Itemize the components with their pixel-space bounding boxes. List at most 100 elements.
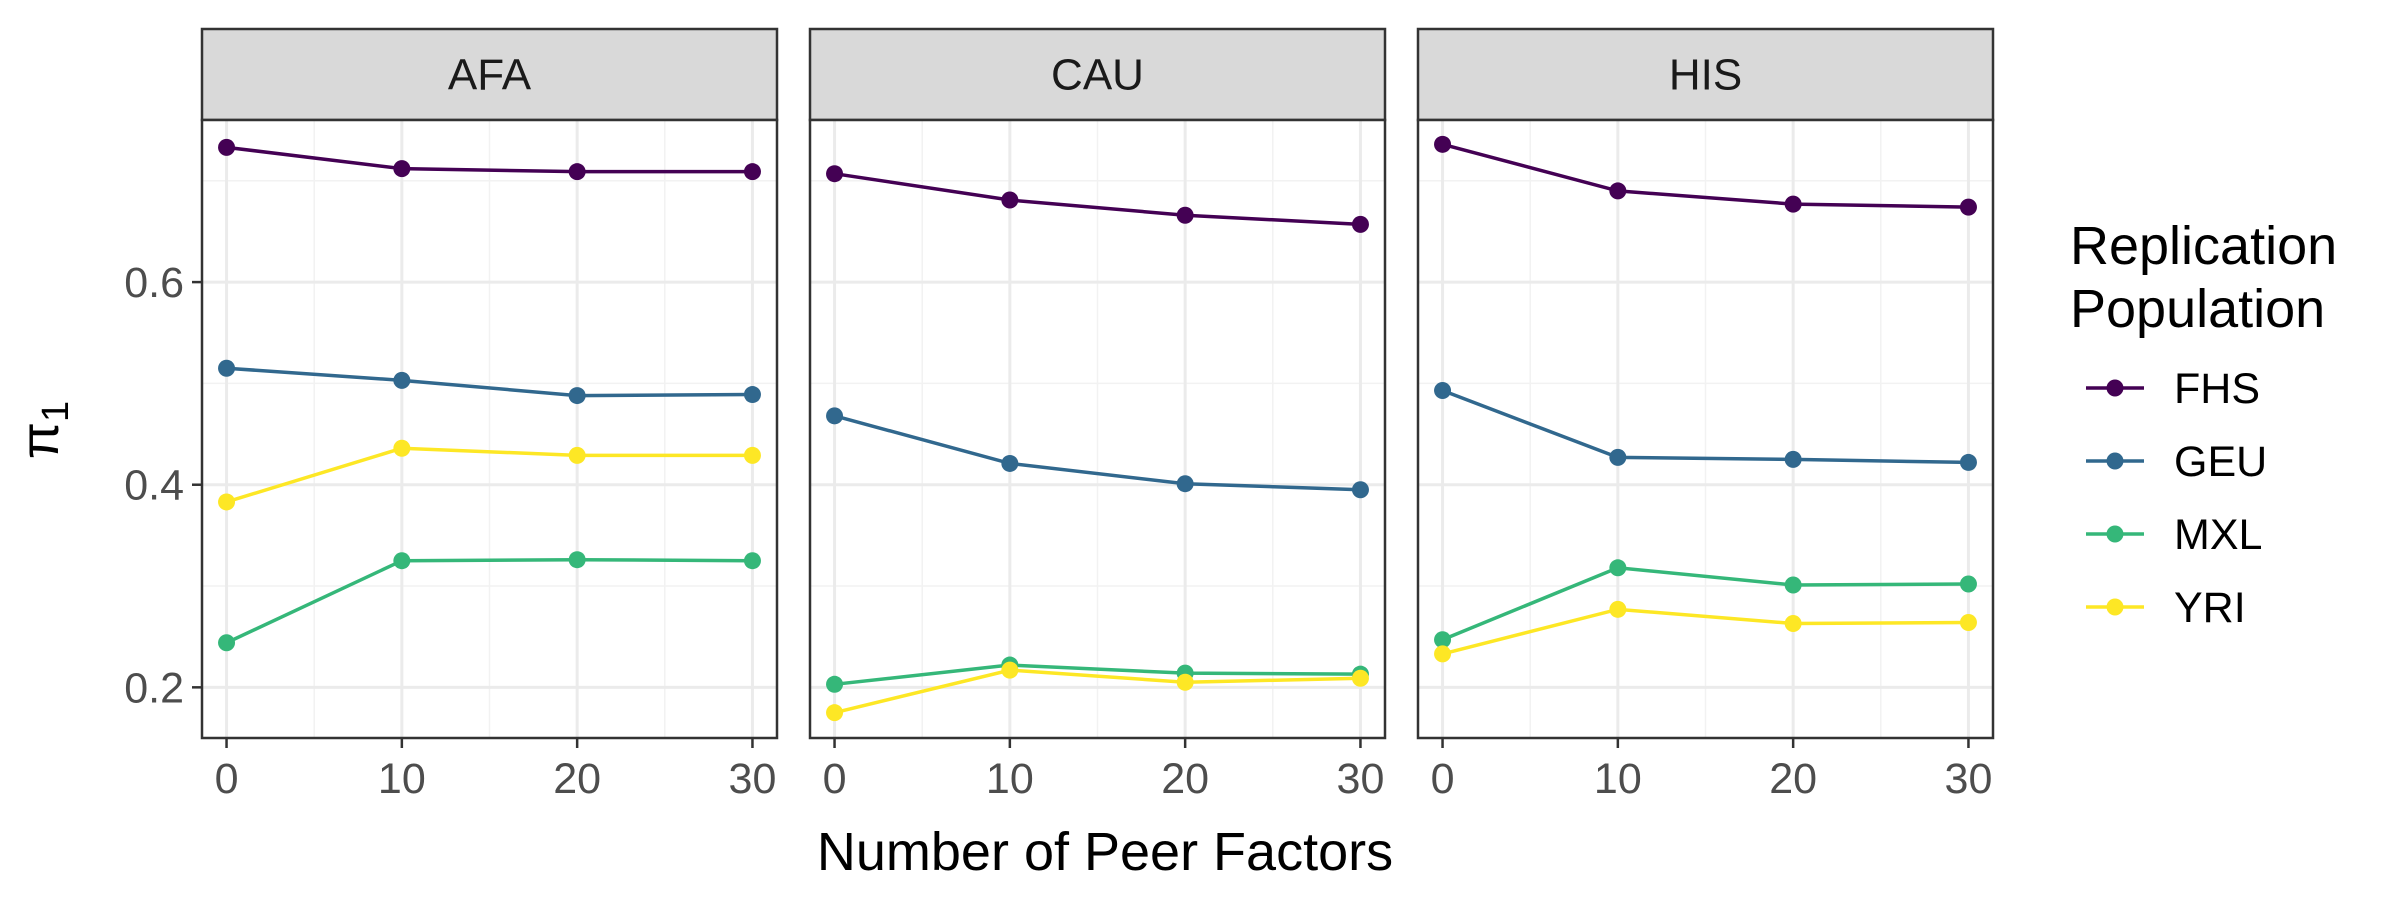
- svg-text:π1: π1: [10, 401, 77, 459]
- data-point: [393, 160, 411, 178]
- data-point: [1784, 576, 1802, 594]
- series-line: [1442, 607, 1969, 656]
- facet-label: CAU: [1051, 51, 1144, 100]
- data-point: [1609, 600, 1627, 618]
- x-tick-label: 0: [823, 755, 847, 803]
- series-line: [1442, 142, 1969, 209]
- series-fhs: [1434, 135, 1977, 216]
- data-point: [568, 446, 586, 464]
- data-point: [1434, 135, 1452, 153]
- series-line: [834, 414, 1361, 492]
- x-axis-title: Number of Peer Factors: [817, 822, 1393, 882]
- data-point: [218, 359, 236, 377]
- series-geu: [1434, 382, 1977, 471]
- x-tick-label: 0: [215, 755, 239, 803]
- legend-title-line-1: Replication: [2070, 216, 2337, 276]
- panel-his: HIS 0 10 20 30: [1416, 27, 1995, 803]
- legend-title-line-2: Population: [2070, 279, 2325, 339]
- panel-border: [808, 118, 1387, 740]
- data-point: [1176, 475, 1194, 493]
- x-tick-label: 20: [553, 755, 601, 803]
- legend-key-point: [2106, 525, 2124, 543]
- series-line: [834, 171, 1361, 227]
- x-tick-label: 20: [1769, 755, 1817, 803]
- data-point: [1351, 481, 1369, 499]
- series-mxl: [218, 551, 761, 652]
- legend-label: GEU: [2174, 438, 2267, 486]
- data-point: [1434, 645, 1452, 663]
- data-point: [743, 386, 761, 404]
- data-point: [1351, 215, 1369, 233]
- facet-strip: [1416, 27, 1995, 122]
- series-line: [834, 663, 1361, 687]
- series-line: [225, 557, 753, 645]
- data-point: [568, 387, 586, 405]
- data-point: [218, 138, 236, 156]
- legend-label: YRI: [2174, 584, 2246, 632]
- data-point: [393, 439, 411, 457]
- facet-strip: [808, 27, 1387, 122]
- legend-key-point: [2106, 452, 2124, 470]
- panel-afa: AFA 0 10 20 30: [200, 27, 779, 803]
- legend-key-point: [2106, 598, 2124, 616]
- series-line: [834, 668, 1361, 715]
- series-line: [1441, 388, 1969, 465]
- series-yri: [826, 661, 1369, 722]
- data-point: [743, 552, 761, 570]
- panel-border: [1416, 118, 1995, 740]
- legend-item-yri: YRI: [2086, 584, 2246, 632]
- x-tick-label: 0: [1431, 755, 1455, 803]
- x-tick-label: 30: [1945, 755, 1993, 803]
- series-geu: [218, 359, 761, 405]
- x-tick-label: 10: [378, 755, 426, 803]
- series-geu: [826, 407, 1369, 499]
- legend-key-point: [2106, 379, 2124, 397]
- x-tick-label: 10: [1594, 755, 1642, 803]
- data-point: [1784, 615, 1802, 633]
- facet-label: AFA: [448, 51, 532, 100]
- data-point: [743, 163, 761, 181]
- panel-cau: CAU 0 10 20 30: [808, 27, 1387, 803]
- data-point: [218, 493, 236, 511]
- series-line: [226, 446, 753, 504]
- data-point: [218, 634, 236, 652]
- panels-layer: AFA 0 10 20 30 CAU 0 10 20 30 HIS 0 10 20 30: [200, 27, 1995, 803]
- data-point: [1959, 575, 1977, 593]
- series-fhs: [218, 138, 761, 181]
- data-point: [393, 552, 411, 570]
- data-point: [826, 704, 844, 722]
- facet-label: HIS: [1669, 51, 1742, 100]
- facet-strip: [200, 27, 779, 122]
- legend-item-fhs: FHS: [2086, 365, 2260, 413]
- data-point: [1001, 454, 1019, 472]
- data-point: [826, 165, 844, 183]
- data-point: [1784, 195, 1802, 213]
- data-point: [1609, 182, 1627, 200]
- data-point: [1176, 673, 1194, 691]
- series-line: [226, 145, 753, 174]
- series-line: [226, 366, 753, 398]
- data-point: [826, 675, 844, 693]
- legend-label: FHS: [2174, 365, 2260, 413]
- x-tick-label: 30: [729, 755, 777, 803]
- series-line: [1441, 566, 1969, 642]
- data-point: [1351, 669, 1369, 687]
- x-tick-label: 30: [1337, 755, 1385, 803]
- data-point: [1434, 382, 1452, 400]
- data-point: [1176, 206, 1194, 224]
- data-point: [1959, 453, 1977, 471]
- x-tick-label: 20: [1161, 755, 1209, 803]
- x-tick-label: 10: [986, 755, 1034, 803]
- legend: Replication Population FHS GEU MXL YRI: [2070, 216, 2337, 632]
- legend-item-mxl: MXL: [2086, 511, 2262, 559]
- data-point: [1434, 631, 1452, 649]
- y-axis-title: π1: [10, 401, 77, 459]
- data-point: [1959, 614, 1977, 632]
- legend-item-geu: GEU: [2086, 438, 2267, 486]
- data-point: [568, 551, 586, 569]
- series-yri: [218, 439, 761, 511]
- y-tick-label: 0.2: [124, 664, 184, 712]
- data-point: [1609, 559, 1627, 577]
